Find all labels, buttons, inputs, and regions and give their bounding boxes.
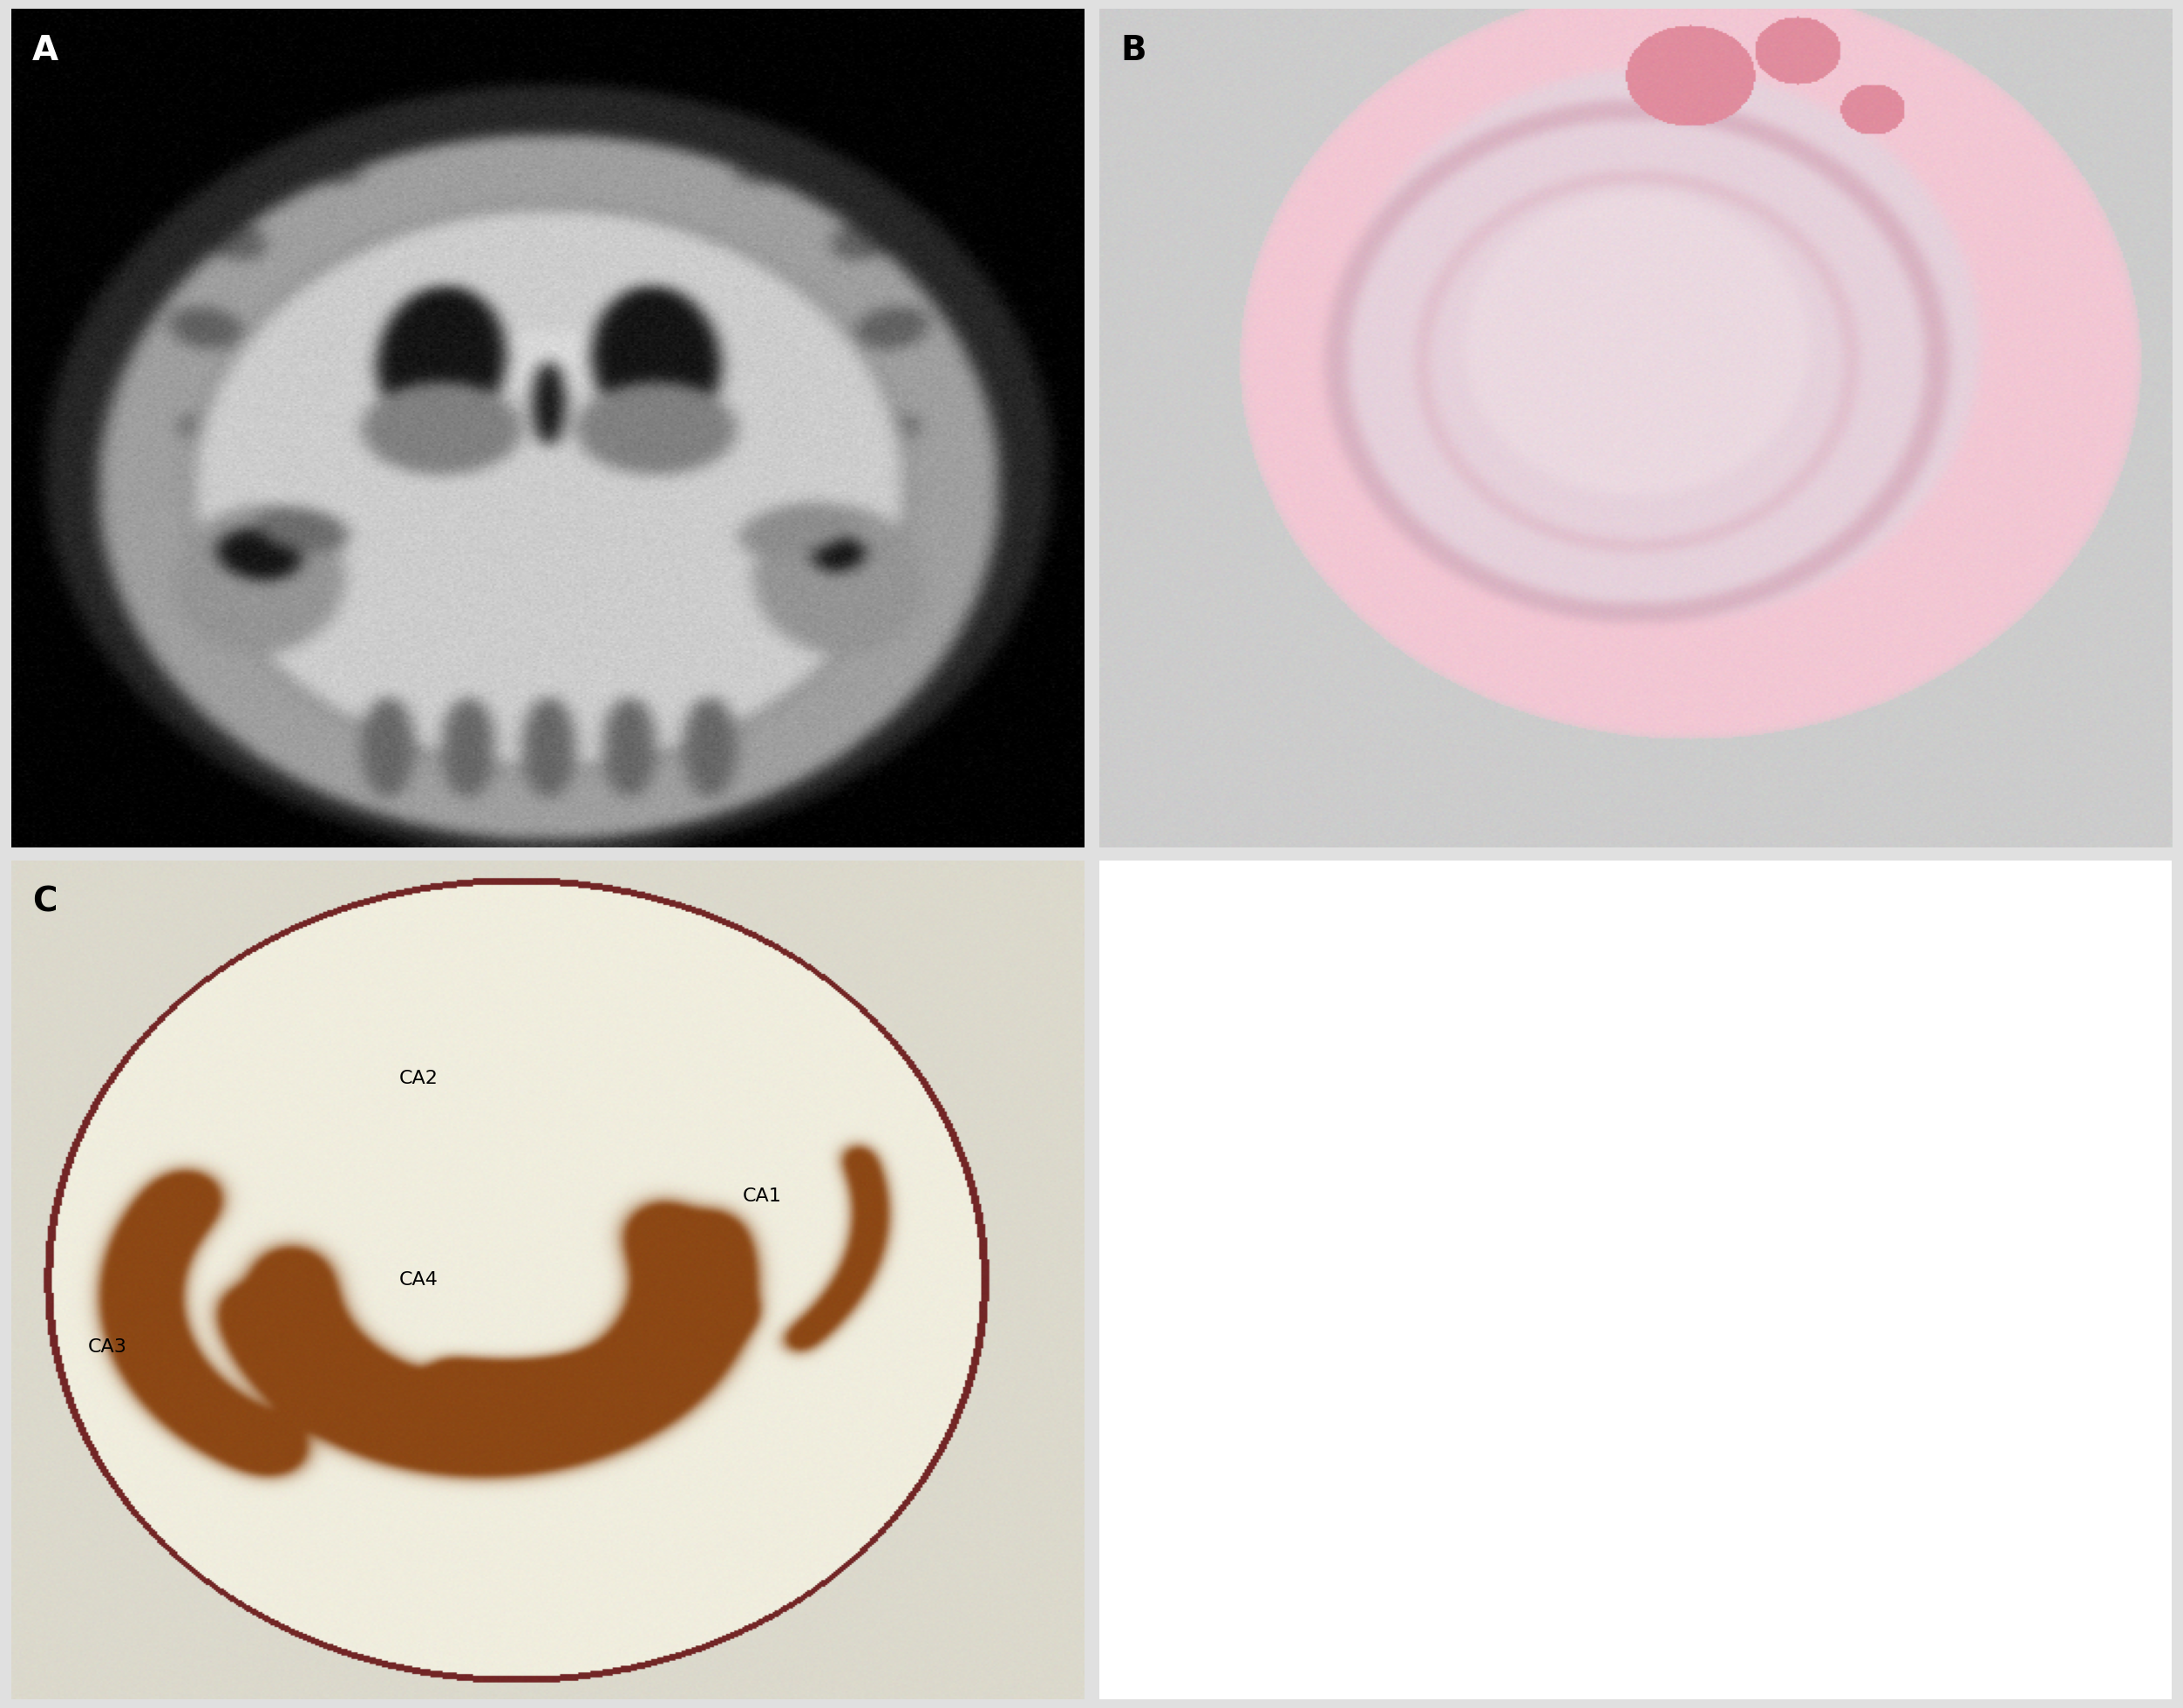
Text: C: C (33, 885, 57, 919)
Text: CA1: CA1 (742, 1187, 782, 1204)
Text: B: B (1122, 34, 1146, 67)
Text: CA3: CA3 (87, 1339, 127, 1356)
Text: CA2: CA2 (399, 1069, 439, 1088)
Text: CA4: CA4 (399, 1271, 439, 1288)
Text: A: A (33, 34, 59, 67)
